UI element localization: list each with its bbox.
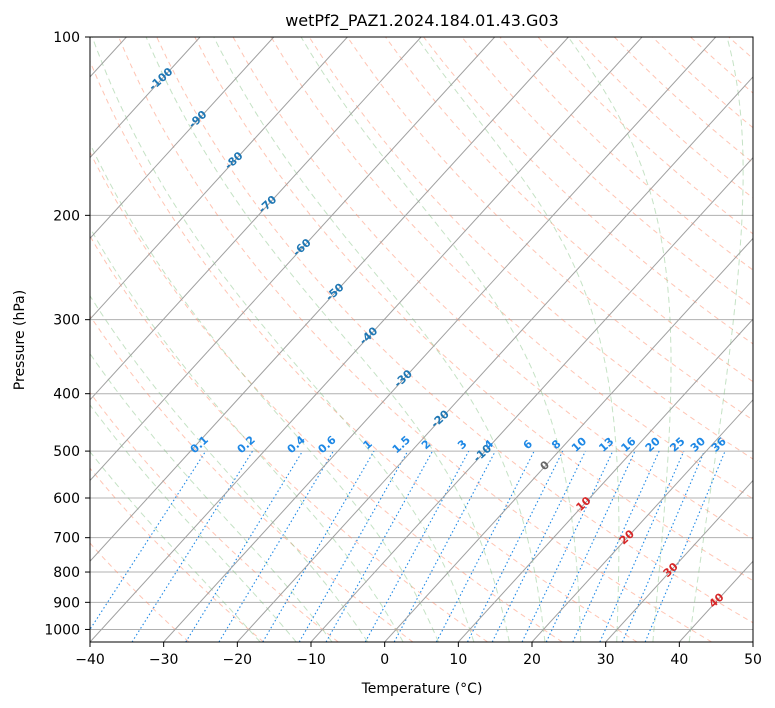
- isotherm-line: [310, 156, 753, 642]
- moist-adiabat: [91, 37, 475, 642]
- x-axis-label: Temperature (°C): [361, 681, 483, 697]
- plot-background: [90, 37, 753, 642]
- moist-adiabat: [688, 37, 744, 642]
- isotherm-line: [90, 37, 348, 320]
- background-lines: [90, 37, 775, 642]
- plot-frame: [89, 36, 754, 643]
- x-tick-label: 30: [597, 652, 615, 668]
- moist-adiabat: [90, 294, 369, 642]
- moist-adiabat: [90, 142, 439, 642]
- mixing-ratio-line: [131, 450, 254, 642]
- x-tick-label: −30: [149, 652, 179, 668]
- mixing-ratio-line: [185, 450, 304, 642]
- x-axis-ticks: −40 −30 −20 −10 0 10 20 30 40 50: [75, 642, 762, 668]
- dry-adiabat: [90, 235, 488, 642]
- mixing-ratio-line: [262, 450, 375, 642]
- dry-adiabat: [767, 37, 775, 642]
- x-tick-label: −20: [223, 652, 253, 668]
- y-tick-label: 200: [53, 208, 80, 224]
- isotherm-line: [457, 318, 753, 642]
- y-tick-label: 800: [53, 565, 80, 581]
- x-tick-label: 0: [380, 652, 389, 668]
- y-tick-label: 1000: [44, 622, 80, 638]
- moist-adiabat: [567, 37, 672, 642]
- chart-title: wetPf2_PAZ1.2024.184.01.43.G03: [285, 11, 559, 31]
- moist-adiabat: [90, 352, 333, 642]
- mixing-ratio-line: [599, 450, 685, 642]
- mixing-ratio-line: [521, 450, 614, 642]
- moist-adiabat: [300, 37, 582, 642]
- isotherm-line: [90, 37, 422, 401]
- mixing-ratio-line: [621, 450, 705, 642]
- x-tick-label: −10: [296, 652, 326, 668]
- dry-adiabat: [90, 467, 264, 642]
- x-tick-label: −40: [75, 652, 105, 668]
- dry-adiabat: [270, 37, 753, 500]
- isotherm-line: [236, 76, 753, 642]
- dry-adiabat: [194, 37, 753, 582]
- y-tick-label: 300: [53, 313, 80, 329]
- moist-adiabat: [213, 37, 546, 642]
- moist-adiabat: [90, 226, 404, 642]
- isotherm-line: [163, 37, 717, 642]
- moist-adiabat: [416, 37, 620, 642]
- y-tick-label: 500: [53, 444, 80, 460]
- mixing-ratio-line: [218, 450, 334, 642]
- moist-adiabat: [90, 404, 297, 642]
- isotherm-line: [531, 399, 753, 642]
- mixing-ratio-line: [364, 450, 470, 642]
- y-tick-label: 600: [53, 491, 80, 507]
- mixing-ratio-line: [393, 450, 496, 642]
- y-tick-label: 100: [53, 30, 80, 46]
- isotherm-line: [90, 37, 275, 240]
- mixing-ratio-line: [325, 450, 434, 642]
- dry-adiabat: [232, 37, 753, 540]
- y-tick-label: 400: [53, 387, 80, 403]
- mixing-ratio-line: [545, 450, 636, 642]
- isotherm-line: [90, 37, 496, 482]
- y-axis-ticks: 100 200 300 400 500 600 700 800 900 1000: [44, 30, 90, 638]
- isotherm-line: [605, 479, 753, 642]
- moist-adiabat: [145, 37, 510, 642]
- mixing-ratio-line: [572, 450, 660, 642]
- isotherm-line: [384, 237, 753, 642]
- mixing-ratio-line: [298, 450, 409, 642]
- isotherm-line: [90, 37, 201, 159]
- x-tick-label: 10: [449, 652, 467, 668]
- dry-adiabat: [156, 37, 753, 624]
- dry-adiabat: [346, 37, 753, 421]
- dry-adiabat: [90, 151, 563, 642]
- isotherm-line: [90, 37, 569, 563]
- x-tick-label: 50: [744, 652, 762, 668]
- x-tick-label: 20: [523, 652, 541, 668]
- isotherm-line: [90, 37, 643, 642]
- y-axis-label: Pressure (hPa): [12, 290, 28, 390]
- y-tick-label: 700: [53, 531, 80, 547]
- isotherm-line: [752, 641, 753, 642]
- mixing-ratio-line: [644, 450, 726, 642]
- x-tick-label: 40: [670, 652, 688, 668]
- dry-adiabat: [461, 37, 753, 308]
- y-tick-label: 900: [53, 595, 80, 611]
- mixing-ratio-line: [491, 450, 586, 642]
